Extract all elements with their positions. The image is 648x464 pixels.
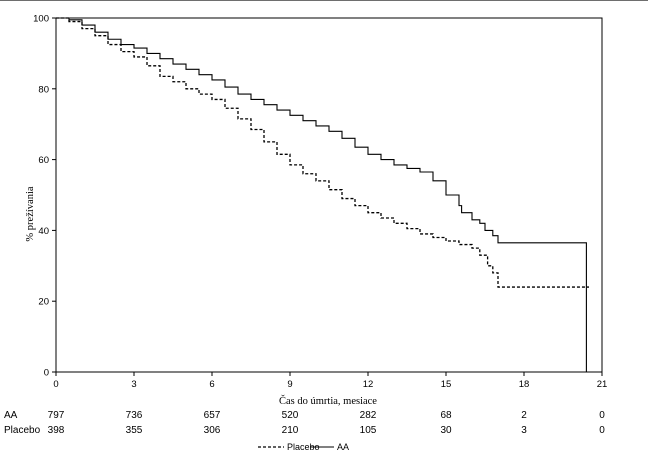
x-tick-label: 3	[131, 379, 136, 390]
risk-cell-aa: 657	[204, 410, 221, 421]
risk-cell-placebo: 306	[204, 425, 221, 436]
y-axis-ticks: 0 20 40 60 80 100	[33, 14, 56, 379]
x-tick-label: 0	[53, 379, 58, 390]
y-tick-label: 100	[33, 14, 49, 25]
legend-aa-label: AA	[337, 442, 349, 452]
series-line-aa	[56, 17, 587, 372]
risk-row-label-placebo: Placebo	[4, 425, 41, 436]
x-tick-label: 21	[597, 379, 608, 390]
risk-cell-aa: 736	[126, 410, 143, 421]
x-tick-label: 9	[287, 379, 292, 390]
x-tick-label: 12	[363, 379, 374, 390]
risk-cell-aa: 797	[48, 410, 65, 421]
risk-row-label-aa: AA	[4, 410, 18, 421]
risk-cell-placebo: 3	[521, 425, 527, 436]
risk-cell-placebo: 105	[360, 425, 377, 436]
x-tick-label: 18	[519, 379, 530, 390]
y-tick-label: 20	[38, 297, 49, 308]
y-tick-label: 80	[38, 84, 49, 95]
plot-frame	[55, 17, 603, 373]
risk-cell-placebo: 0	[599, 425, 605, 436]
risk-cell-placebo: 30	[440, 425, 452, 436]
series-layer	[56, 17, 589, 372]
legend-placebo-label: Placebo	[287, 442, 320, 452]
x-tick-label: 15	[441, 379, 452, 390]
risk-cell-aa: 282	[360, 410, 377, 421]
x-tick-label: 6	[209, 379, 214, 390]
y-axis-title: % prežívania	[25, 186, 36, 241]
risk-cell-aa: 520	[282, 410, 299, 421]
y-tick-label: 40	[38, 226, 49, 237]
y-tick-label: 60	[38, 155, 49, 166]
series-line-placebo	[56, 17, 589, 288]
x-axis-title: Čas do úmrtia, mesiace	[279, 395, 377, 407]
x-axis-ticks: 0 3 6 9 12 15 18 21	[53, 372, 607, 390]
risk-cell-aa: 2	[521, 410, 527, 421]
y-tick-label: 0	[44, 368, 49, 379]
risk-table: AA Placebo 797 736 657 520 282 68 2 0 398 355 306 2…	[4, 410, 605, 436]
risk-cell-placebo: 355	[126, 425, 143, 436]
risk-cell-placebo: 398	[48, 425, 65, 436]
risk-cell-aa: 0	[599, 410, 605, 421]
risk-cell-aa: 68	[440, 410, 452, 421]
legend: Placebo AA	[258, 442, 349, 452]
risk-cell-placebo: 210	[282, 425, 299, 436]
